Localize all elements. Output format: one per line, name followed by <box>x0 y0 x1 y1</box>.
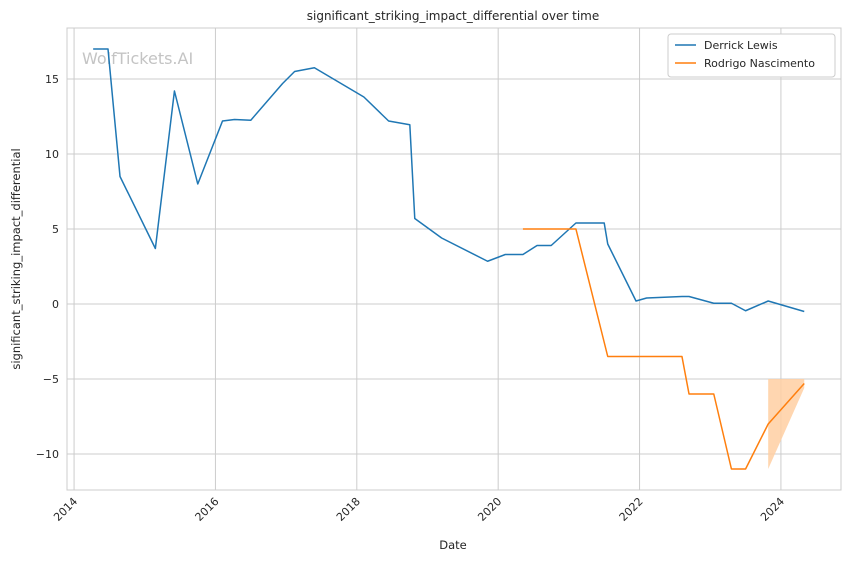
data-point-derrick-lewis <box>196 183 199 186</box>
data-point-derrick-lewis <box>680 295 683 298</box>
x-tick-label: 2024 <box>758 495 787 524</box>
data-point-rodrigo-nascimento <box>767 423 770 426</box>
series-line-rodrigo-nascimento <box>522 228 805 470</box>
data-point-derrick-lewis <box>233 118 236 121</box>
y-tick-label: 0 <box>52 298 59 311</box>
data-point-derrick-lewis <box>440 237 443 240</box>
data-point-derrick-lewis <box>173 90 176 93</box>
data-point-derrick-lewis <box>387 120 390 123</box>
series-line-derrick-lewis <box>93 48 805 313</box>
confidence-band-rodrigo-nascimento <box>768 379 805 469</box>
data-point-derrick-lewis <box>536 244 539 247</box>
plot-area <box>66 27 842 491</box>
data-point-rodrigo-nascimento <box>688 393 691 396</box>
data-point-derrick-lewis <box>803 310 806 313</box>
y-tick-label: 10 <box>45 148 59 161</box>
data-point-derrick-lewis <box>281 82 284 85</box>
data-point-derrick-lewis <box>550 244 553 247</box>
data-point-rodrigo-nascimento <box>521 228 524 231</box>
data-point-derrick-lewis <box>504 253 507 256</box>
legend-label-rodrigo-nascimento: Rodrigo Nascimento <box>704 57 815 70</box>
data-point-derrick-lewis <box>767 300 770 303</box>
watermark: WolfTickets.AI <box>82 49 193 68</box>
data-point-derrick-lewis <box>362 96 365 99</box>
data-point-rodrigo-nascimento <box>712 393 715 396</box>
data-point-rodrigo-nascimento <box>803 382 806 385</box>
y-tick-label: 5 <box>52 223 59 236</box>
x-tick-label: 2018 <box>334 495 363 524</box>
data-point-derrick-lewis <box>249 119 252 122</box>
y-tick-label: 15 <box>45 73 59 86</box>
series-layer <box>92 48 806 471</box>
data-point-rodrigo-nascimento <box>574 228 577 231</box>
data-point-rodrigo-nascimento <box>606 355 609 358</box>
chart-title: significant_striking_impact_differential… <box>307 9 599 23</box>
data-point-derrick-lewis <box>521 253 524 256</box>
x-tick-label: 2020 <box>475 495 504 524</box>
data-point-derrick-lewis <box>606 243 609 246</box>
y-tick-label: −10 <box>36 448 59 461</box>
data-point-rodrigo-nascimento <box>730 468 733 471</box>
y-tick-label: −5 <box>43 373 59 386</box>
data-point-derrick-lewis <box>413 217 416 220</box>
data-point-derrick-lewis <box>408 123 411 126</box>
data-point-derrick-lewis <box>730 302 733 305</box>
data-point-derrick-lewis <box>92 48 95 51</box>
legend-label-derrick-lewis: Derrick Lewis <box>704 39 778 52</box>
data-point-derrick-lewis <box>603 222 606 225</box>
data-point-derrick-lewis <box>688 295 691 298</box>
data-point-derrick-lewis <box>313 66 316 69</box>
data-point-rodrigo-nascimento <box>744 468 747 471</box>
data-point-derrick-lewis <box>635 300 638 303</box>
data-point-derrick-lewis <box>744 309 747 312</box>
data-point-derrick-lewis <box>119 175 122 178</box>
data-point-derrick-lewis <box>154 247 157 250</box>
x-tick-label: 2022 <box>617 495 646 524</box>
legend-box <box>667 33 836 78</box>
gridlines <box>67 28 841 490</box>
data-point-derrick-lewis <box>221 120 224 123</box>
data-point-derrick-lewis <box>486 260 489 263</box>
data-point-derrick-lewis <box>293 70 296 73</box>
data-point-derrick-lewis <box>574 222 577 225</box>
data-point-derrick-lewis <box>645 297 648 300</box>
x-tick-label: 2014 <box>51 495 80 524</box>
data-point-derrick-lewis <box>712 302 715 305</box>
data-point-derrick-lewis <box>106 48 109 51</box>
x-axis-title: Date <box>439 538 467 552</box>
x-tick-label: 2016 <box>193 495 222 524</box>
legend: Derrick Lewis Rodrigo Nascimento <box>667 33 836 78</box>
data-point-rodrigo-nascimento <box>680 355 683 358</box>
y-axis-title: significant_striking_impact_differential <box>9 148 23 369</box>
